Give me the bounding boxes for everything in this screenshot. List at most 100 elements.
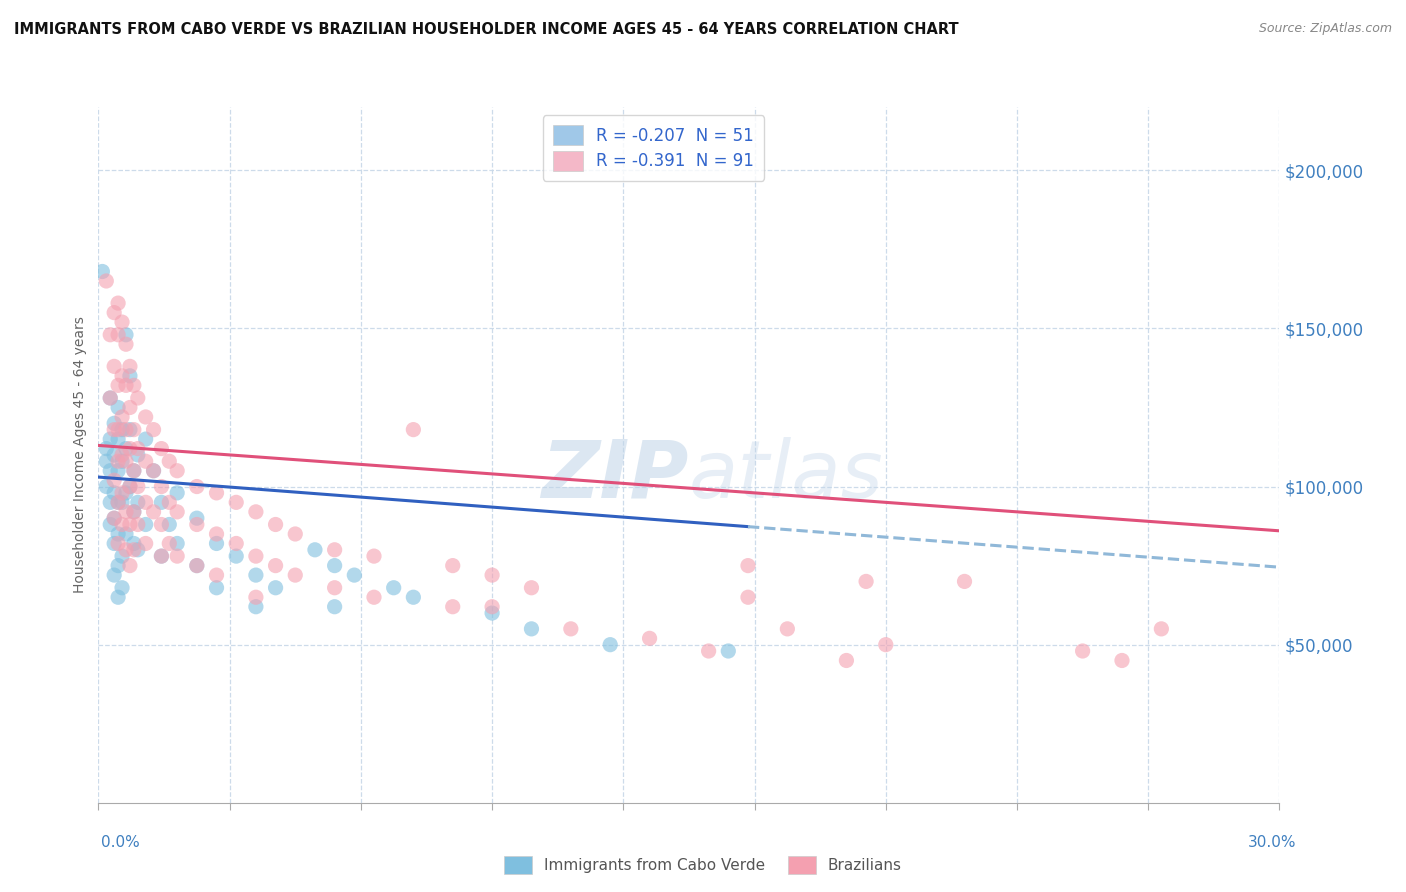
Point [225, 536, 247, 550]
Point [91, 264, 114, 278]
Point [186, 558, 208, 573]
Point [127, 391, 149, 405]
Point [118, 423, 141, 437]
Point [103, 568, 125, 582]
Point [142, 464, 165, 478]
Point [166, 536, 188, 550]
Point [115, 542, 138, 557]
Point [115, 337, 138, 351]
Point [127, 442, 149, 456]
Point [1150, 622, 1173, 636]
Point [127, 542, 149, 557]
Legend: R = -0.207  N = 51, R = -0.391  N = 91: R = -0.207 N = 51, R = -0.391 N = 91 [543, 115, 763, 180]
Point [103, 511, 125, 525]
Point [157, 517, 180, 532]
Point [135, 454, 157, 468]
Point [103, 473, 125, 487]
Point [776, 622, 799, 636]
Point [363, 549, 385, 563]
Point [150, 495, 173, 509]
Point [363, 591, 385, 605]
Point [441, 558, 464, 573]
Point [111, 495, 134, 509]
Point [111, 454, 134, 468]
Point [118, 359, 141, 374]
Point [107, 432, 129, 446]
Point [103, 423, 125, 437]
Text: ZIP: ZIP [541, 437, 689, 515]
Point [205, 581, 228, 595]
Point [111, 448, 134, 462]
Text: IMMIGRANTS FROM CABO VERDE VS BRAZILIAN HOUSEHOLDER INCOME AGES 45 - 64 YEARS CO: IMMIGRANTS FROM CABO VERDE VS BRAZILIAN … [14, 22, 959, 37]
Point [127, 517, 149, 532]
Point [150, 549, 173, 563]
Point [111, 423, 134, 437]
Point [166, 505, 188, 519]
Point [98, 517, 121, 532]
Point [115, 442, 138, 456]
Point [441, 599, 464, 614]
Point [127, 495, 149, 509]
Point [111, 517, 134, 532]
Point [96, 454, 118, 468]
Point [599, 638, 621, 652]
Point [107, 527, 129, 541]
Point [264, 558, 287, 573]
Text: Source: ZipAtlas.com: Source: ZipAtlas.com [1258, 22, 1392, 36]
Point [560, 622, 582, 636]
Point [264, 517, 287, 532]
Point [111, 549, 134, 563]
Point [107, 536, 129, 550]
Point [481, 599, 503, 614]
Point [115, 327, 138, 342]
Text: atlas: atlas [689, 437, 884, 515]
Point [225, 549, 247, 563]
Point [115, 527, 138, 541]
Point [122, 378, 145, 392]
Point [150, 517, 173, 532]
Point [1071, 644, 1094, 658]
Point [245, 599, 267, 614]
Y-axis label: Householder Income Ages 45 - 64 years: Householder Income Ages 45 - 64 years [73, 317, 87, 593]
Point [118, 517, 141, 532]
Point [122, 505, 145, 519]
Point [323, 542, 346, 557]
Point [98, 432, 121, 446]
Point [107, 495, 129, 509]
Point [135, 409, 157, 424]
Point [118, 401, 141, 415]
Point [107, 378, 129, 392]
Point [264, 581, 287, 595]
Point [107, 327, 129, 342]
Point [111, 368, 134, 383]
Point [96, 442, 118, 456]
Point [122, 536, 145, 550]
Point [122, 464, 145, 478]
Point [402, 591, 425, 605]
Point [118, 442, 141, 456]
Point [638, 632, 661, 646]
Point [697, 644, 720, 658]
Point [135, 495, 157, 509]
Point [481, 568, 503, 582]
Point [111, 486, 134, 500]
Point [737, 558, 759, 573]
Point [855, 574, 877, 589]
Point [103, 305, 125, 319]
Point [835, 653, 858, 667]
Point [103, 359, 125, 374]
Point [107, 296, 129, 310]
Point [115, 378, 138, 392]
Point [142, 505, 165, 519]
Point [122, 542, 145, 557]
Point [245, 505, 267, 519]
Point [142, 423, 165, 437]
Point [150, 549, 173, 563]
Point [96, 479, 118, 493]
Point [157, 495, 180, 509]
Point [115, 486, 138, 500]
Point [481, 606, 503, 620]
Legend: Immigrants from Cabo Verde, Brazilians: Immigrants from Cabo Verde, Brazilians [498, 850, 908, 880]
Point [111, 409, 134, 424]
Point [96, 274, 118, 288]
